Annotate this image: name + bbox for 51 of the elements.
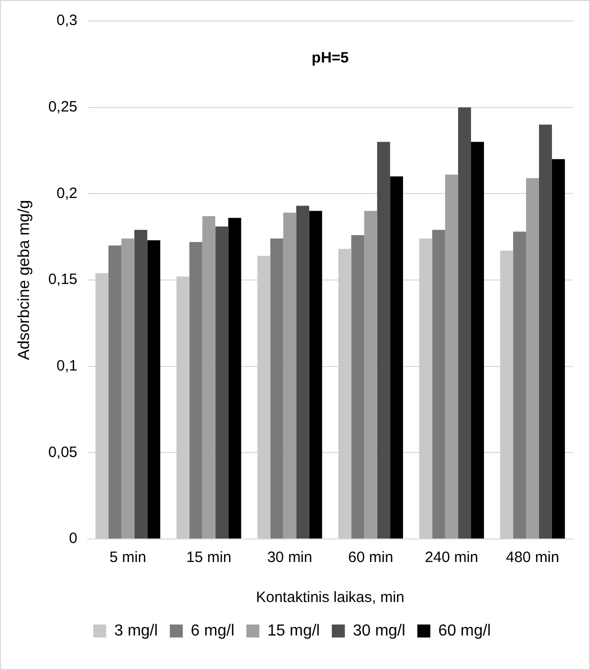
bar [419,238,432,538]
bar [283,212,296,538]
bar [351,235,364,538]
x-tick-label: 60 min [348,549,394,566]
y-tick-label: 0,15 [48,271,78,288]
legend-label: 6 mg/l [190,622,234,640]
bar [108,245,122,538]
bar [458,107,472,538]
legend-label: 3 mg/l [114,622,158,640]
x-axis-title: Kontaktinis laikas, min [256,589,404,606]
bar [539,124,552,538]
y-tick-label: 0,2 [56,184,78,202]
bar [364,210,378,538]
y-tick-label: 0,25 [48,98,78,116]
bar [228,218,242,538]
bar [309,210,322,538]
legend-label: 15 mg/l [267,622,320,640]
bar [296,206,310,538]
bar [377,142,390,538]
bar [390,176,404,538]
y-axis-title: Adsorbcine geba mg/g [16,200,34,360]
legend-label: 30 mg/l [352,622,406,640]
bar [513,232,526,538]
y-tick-label: 0 [69,530,78,548]
bar [270,238,284,538]
bar [552,159,565,538]
x-tick-label: 15 min [186,549,232,566]
legend-label: 60 mg/l [438,622,491,640]
bar [95,273,108,538]
x-tick-label: 480 min [506,549,560,566]
bar [257,256,270,538]
bar [338,248,352,538]
bar [471,142,484,538]
bar [121,238,134,538]
bar [202,216,216,538]
y-tick-label: 0,3 [56,12,78,30]
bar [526,178,540,538]
bar [215,226,228,538]
y-tick-label: 0,05 [48,444,78,461]
y-tick-label: 0,1 [56,357,78,374]
bar [445,174,458,538]
bar [176,276,190,538]
x-tick-label: 30 min [267,549,312,566]
x-tick-label: 5 min [110,549,146,566]
bar [432,230,446,538]
bar [500,250,514,538]
x-tick-label: 240 min [424,549,478,566]
bar [134,230,148,538]
bar [147,240,160,538]
text: pH=5 [312,50,349,67]
bar [189,242,202,538]
